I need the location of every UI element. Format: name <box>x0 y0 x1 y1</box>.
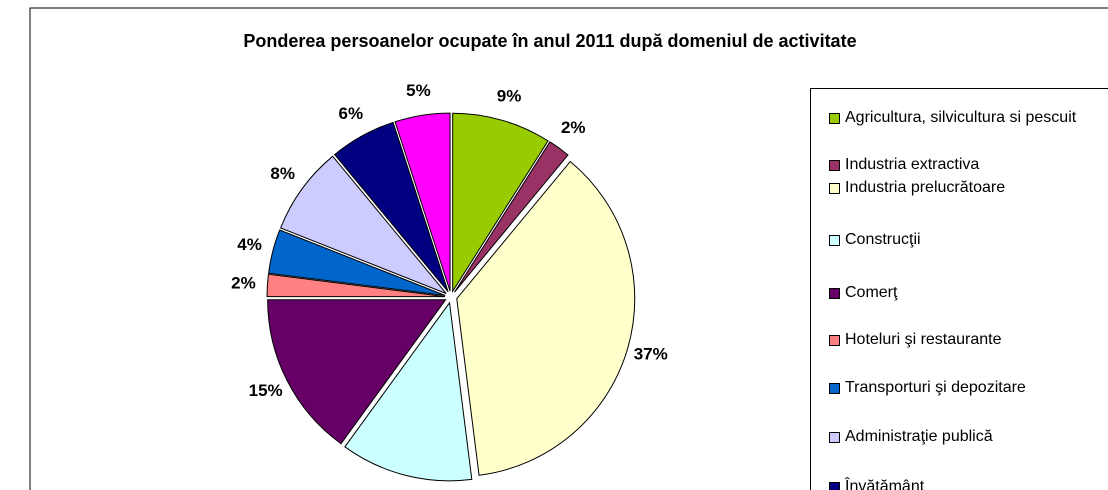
pie-slice <box>452 112 549 293</box>
legend-label: Industria extractiva <box>845 156 980 173</box>
legend-label: Comerţ <box>845 284 898 301</box>
data-label: 37% <box>634 345 668 364</box>
chart-title: Ponderea persoanelor ocupate în anul 201… <box>243 31 857 51</box>
pie-slice <box>266 273 446 298</box>
legend-swatch <box>829 183 840 194</box>
title-box: Ponderea persoanelor ocupate în anul 201… <box>243 31 857 51</box>
data-label: 2% <box>561 118 586 137</box>
legend-label: Construcţii <box>845 231 921 248</box>
data-label: 4% <box>237 235 262 254</box>
legend-label: Administraţie publică <box>845 428 993 445</box>
data-label: 2% <box>231 273 256 292</box>
data-label: 6% <box>339 104 364 123</box>
legend-swatch <box>829 113 840 124</box>
legend-entry: Învăţământ <box>823 478 1108 490</box>
legend-swatch <box>829 335 840 346</box>
legend-swatch <box>829 160 840 171</box>
legend-entry: Industria prelucrătoare <box>823 179 1108 197</box>
legend-swatch <box>829 482 840 490</box>
legend-entry: Comerţ <box>823 284 1108 302</box>
pie-slice <box>333 121 449 293</box>
data-label: 5% <box>406 81 431 100</box>
legend-swatch <box>829 383 840 394</box>
legend-swatch <box>829 235 840 246</box>
legend-swatch <box>829 288 840 299</box>
legend-label: Industria prelucrătoare <box>845 179 1006 196</box>
legend-label: Agricultura, silvicultura si pescuit <box>845 109 1077 126</box>
data-label: 9% <box>497 87 522 106</box>
legend-entry: Agricultura, silvicultura si pescuit <box>823 109 1108 127</box>
legend-label: Transporturi şi depozitare <box>845 379 1026 396</box>
pie-slice <box>268 229 446 297</box>
legend-entry: Hoteluri şi restaurante <box>823 331 1108 349</box>
legend-entry: Transporturi şi depozitare <box>823 379 1108 397</box>
data-label: 15% <box>249 381 283 400</box>
pie-slice <box>279 155 447 294</box>
legend: Agricultura, silvicultura si pescuit Indu… <box>810 88 1108 490</box>
pie-slice <box>456 160 636 476</box>
legend-entry: Administraţie publică <box>823 428 1108 446</box>
pie-slice <box>454 141 569 293</box>
data-label: 8% <box>270 164 295 183</box>
legend-swatch <box>829 432 840 443</box>
legend-label: Învăţământ <box>845 478 925 490</box>
pie-slice <box>267 299 447 445</box>
pie-slice <box>394 112 451 292</box>
legend-entry: Industria extractiva <box>823 156 1108 174</box>
legend-label: Hoteluri şi restaurante <box>845 331 1002 348</box>
pie-slice <box>344 301 473 482</box>
legend-entry: Construcţii <box>823 231 1108 249</box>
data-label: 12% <box>382 488 416 490</box>
